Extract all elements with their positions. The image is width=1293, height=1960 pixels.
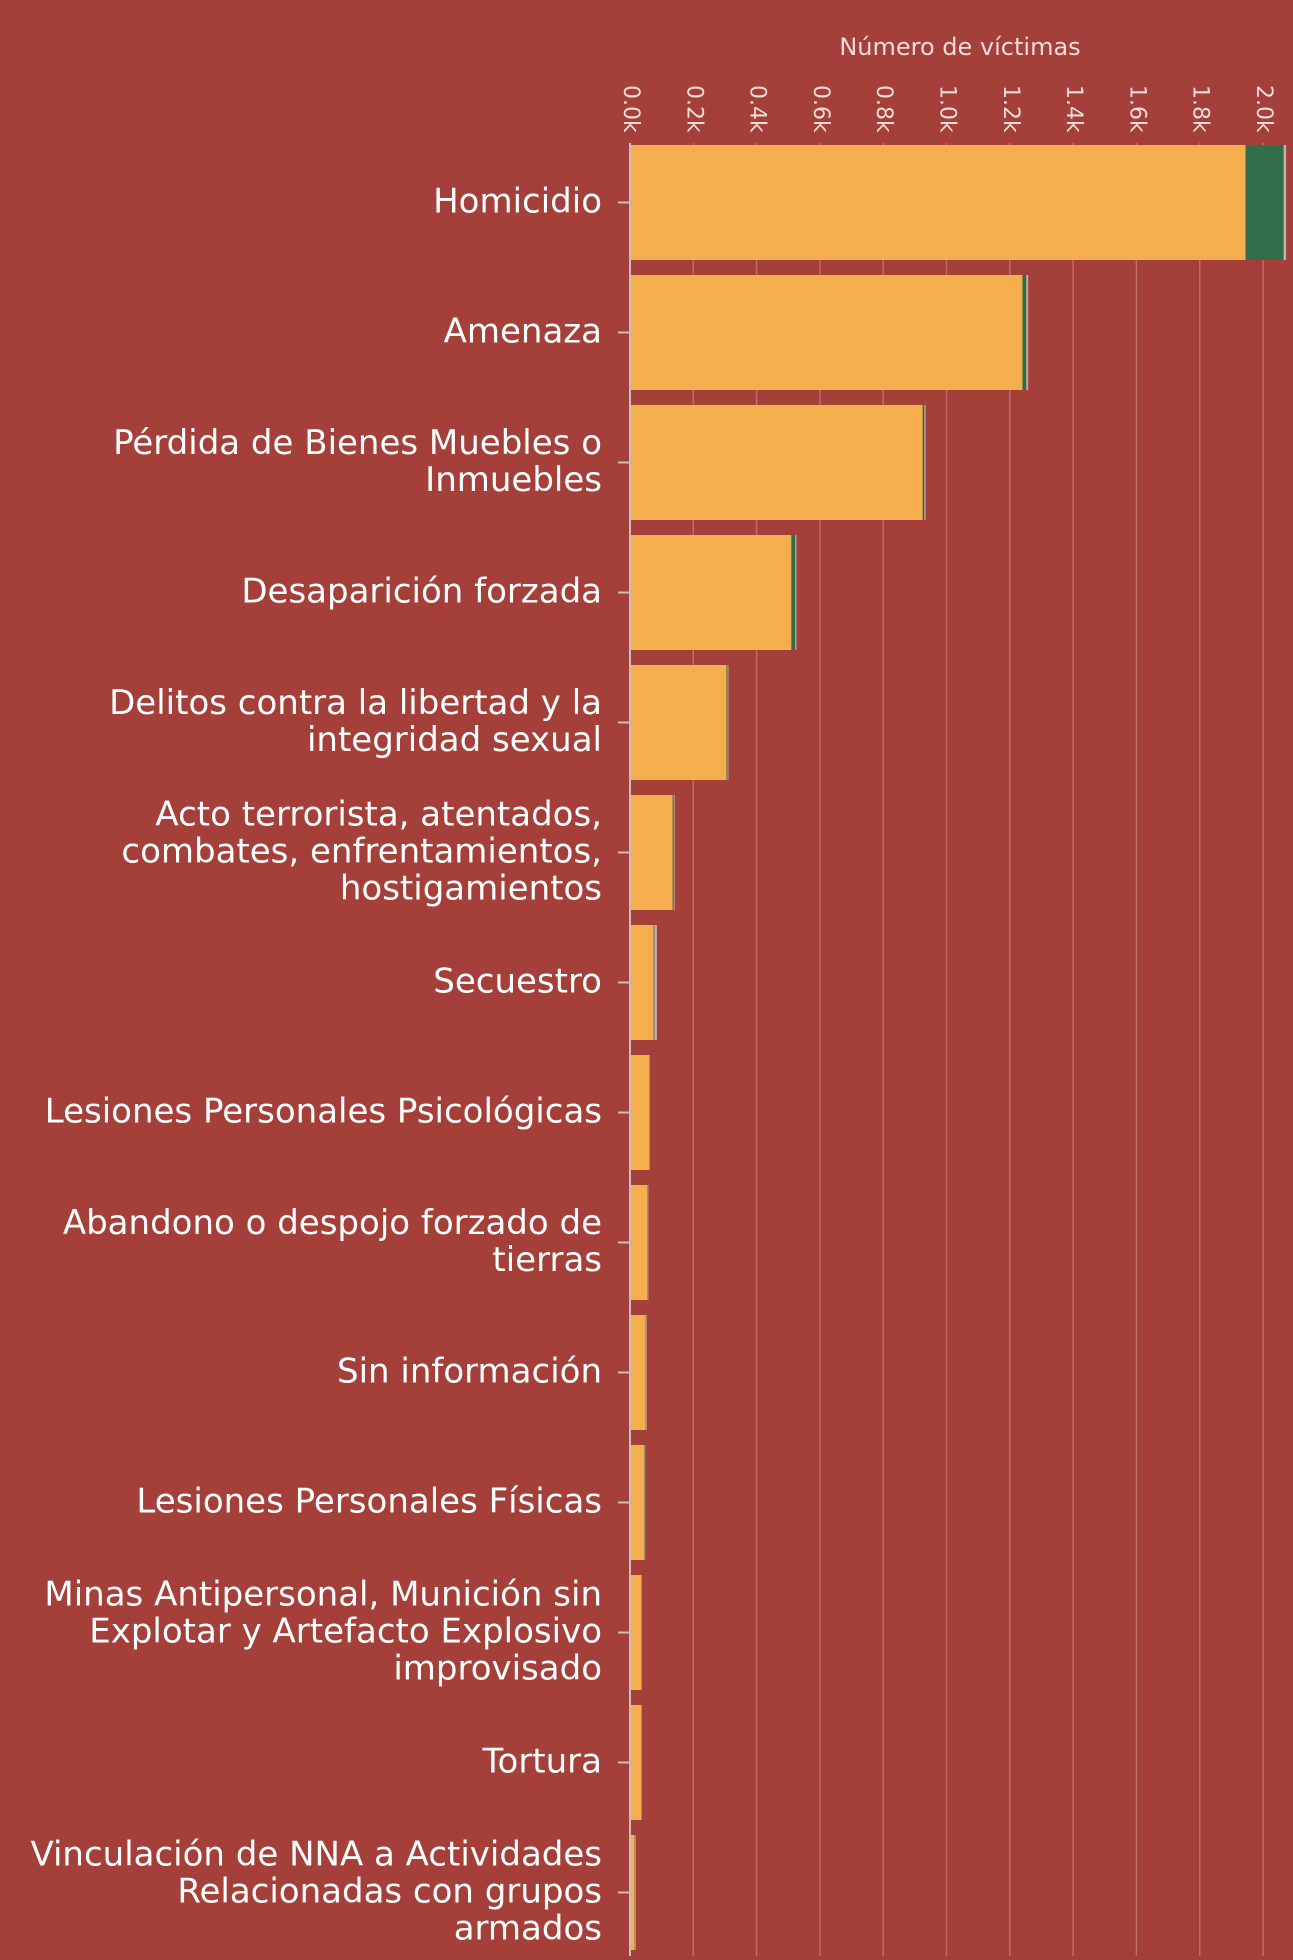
category-label-line: Pérdida de Bienes Muebles o	[113, 423, 602, 463]
bar-segment-2	[924, 405, 926, 520]
bar-segment-2	[646, 1315, 647, 1430]
category-label: Tortura	[482, 1741, 602, 1781]
category-label-line: Amenaza	[444, 311, 602, 351]
bar-segment-0	[630, 145, 1246, 260]
category-label-line: Inmuebles	[425, 460, 602, 500]
bar-segment-0	[630, 1315, 646, 1430]
x-tick-label: 2.0k	[1251, 85, 1276, 133]
category-label: Acto terrorista, atentados, combates, enf…	[121, 794, 602, 908]
category-label-line: Lesiones Personales Físicas	[136, 1481, 602, 1521]
category-label: Delitos contra la libertad y la integrida…	[109, 683, 602, 760]
category-label: Lesiones Personales Psicológicas	[45, 1091, 602, 1131]
category-label: Secuestro	[433, 961, 602, 1001]
category-label-line: Homicidio	[433, 181, 602, 221]
bar-segment-0	[630, 275, 1023, 390]
category-labels: Homicidio Amenaza Pérdida de Bienes Mueble…	[30, 181, 602, 1948]
bar-segment-1	[922, 405, 925, 520]
category-label-line: armados	[454, 1908, 602, 1948]
category-label-line: Lesiones Personales Psicológicas	[45, 1091, 602, 1131]
category-label: Abandono o despojo forzado de tierras	[63, 1203, 602, 1280]
bar-segment-0	[630, 1445, 645, 1560]
bar-segment-0	[630, 405, 923, 520]
category-label-line: Acto terrorista, atentados,	[155, 794, 602, 834]
x-tick-label: 1.8k	[1188, 85, 1213, 133]
category-label: Lesiones Personales Físicas	[136, 1481, 602, 1521]
bar-segment-2	[727, 665, 729, 780]
bar-segment-1	[1022, 275, 1027, 390]
bar-segment-1	[726, 665, 728, 780]
bar-segment-2	[649, 1055, 650, 1170]
bar-segment-0	[630, 535, 792, 650]
category-label-line: Desaparición forzada	[241, 571, 602, 611]
category-label-line: Secuestro	[433, 961, 602, 1001]
x-tick-label: 0.4k	[745, 85, 770, 133]
bar-segment-2	[673, 795, 675, 910]
x-tick-label: 0.0k	[618, 85, 643, 133]
category-label-line: Delitos contra la libertad y la	[109, 683, 602, 723]
bar-segment-2	[1026, 275, 1029, 390]
bar-segment-2	[1283, 145, 1287, 260]
bar-segment-2	[641, 1705, 643, 1820]
category-label: Homicidio	[433, 181, 602, 221]
category-label-line: hostigamientos	[340, 868, 602, 908]
bars	[630, 145, 1287, 1950]
category-label: Sin información	[337, 1351, 602, 1391]
category-label: Amenaza	[444, 311, 602, 351]
x-tick-label: 1.0k	[935, 85, 960, 133]
bar-segment-2	[641, 1575, 643, 1690]
category-label-line: Explotar y Artefacto Explosivo	[89, 1611, 602, 1651]
bar-segment-0	[630, 1185, 648, 1300]
x-tick-label: 0.8k	[871, 85, 896, 133]
bar-segment-1	[653, 925, 655, 1040]
category-label: Pérdida de Bienes Muebles o Inmuebles	[113, 423, 602, 500]
category-label-line: Tortura	[482, 1741, 602, 1781]
category-label-line: improvisado	[393, 1648, 602, 1688]
bar-segment-1	[791, 535, 796, 650]
category-label: Vinculación de NNA a Actividades Relacion…	[30, 1834, 602, 1948]
bar-segment-0	[630, 665, 727, 780]
category-label-line: tierras	[492, 1240, 602, 1280]
x-tick-label: 1.4k	[1061, 85, 1086, 133]
category-label-line: Abandono o despojo forzado de	[63, 1203, 602, 1243]
category-label: Desaparición forzada	[241, 571, 602, 611]
axes: 0.0k 0.2k 0.4k 0.6k 0.8k 1.0k 1.2k 1.4k 1.6k 1.8k…	[618, 85, 1276, 1956]
x-axis-title: Número de víctimas	[839, 33, 1080, 61]
bar-segment-0	[630, 1835, 635, 1950]
bar-segment-1	[1245, 145, 1284, 260]
bar-segment-1	[672, 795, 674, 910]
bar-segment-0	[630, 1575, 642, 1690]
category-label-line: Relacionadas con grupos	[177, 1871, 602, 1911]
category-label-line: Sin información	[337, 1351, 602, 1391]
x-tick-label: 0.2k	[681, 85, 706, 133]
bar-segment-0	[630, 795, 673, 910]
x-tick-label: 1.6k	[1124, 85, 1149, 133]
bar-segment-2	[647, 1185, 649, 1300]
bar-segment-2	[654, 925, 657, 1040]
category-label-line: Vinculación de NNA a Actividades	[30, 1834, 602, 1874]
category-label-line: combates, enfrentamientos,	[121, 831, 602, 871]
bar-segment-2	[795, 535, 797, 650]
bar-segment-2	[635, 1835, 636, 1950]
bar-segment-0	[630, 1055, 649, 1170]
x-tick-label: 0.6k	[808, 85, 833, 133]
category-label: Minas Antipersonal, Munición sin Explotar…	[44, 1574, 602, 1688]
x-tick-label: 1.2k	[998, 85, 1023, 133]
category-label-line: integridad sexual	[307, 720, 602, 760]
category-label-line: Minas Antipersonal, Munición sin	[44, 1574, 602, 1614]
bar-segment-0	[630, 925, 654, 1040]
bar-segment-2	[644, 1445, 646, 1560]
bar-segment-0	[630, 1705, 642, 1820]
